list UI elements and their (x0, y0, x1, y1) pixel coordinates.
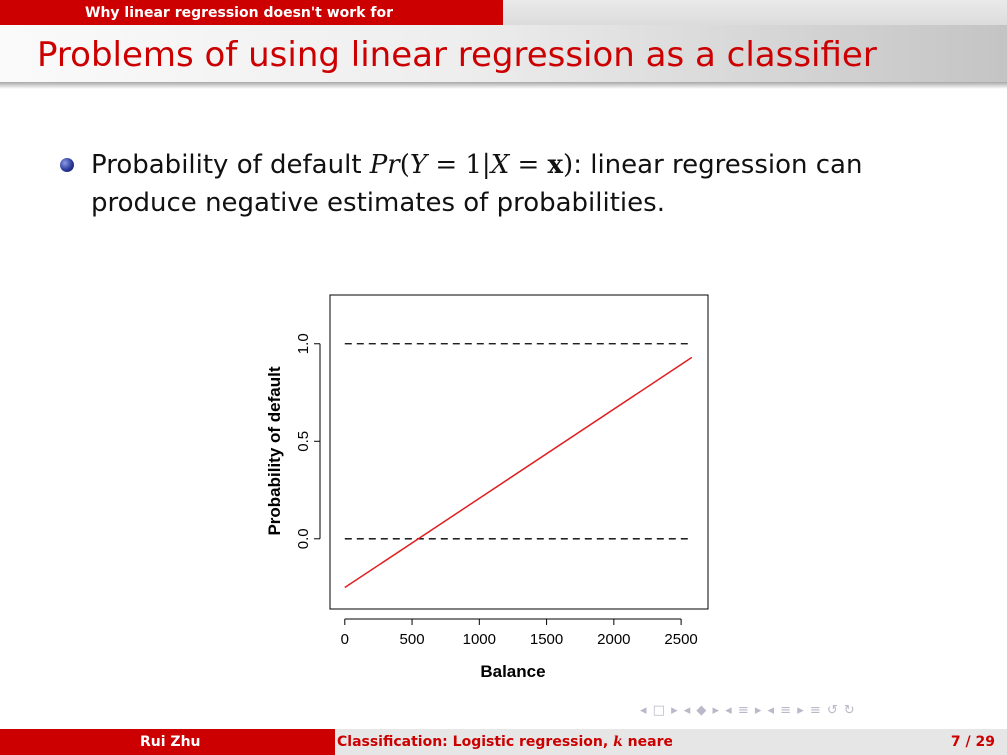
y-tick-label-1: 0.5 (295, 431, 312, 452)
beamer-navigation[interactable]: ◂ □ ▸ ◂ ◆ ▸ ◂ ≡ ▸ ◂ ≡ ▸ ≡ ↺ ↻ (640, 703, 1000, 718)
footer-author: Rui Zhu (0, 729, 335, 755)
frame-title: Problems of using linear regression as a… (37, 35, 877, 75)
navigation-symbols[interactable]: ◂ □ ▸ ◂ ◆ ▸ ◂ ≡ ▸ ◂ ≡ ▸ ≡ ↺ ↻ (640, 703, 856, 718)
bullet-text-after: : linear regression can produce negative… (91, 150, 863, 218)
x-tick-label-2: 1000 (463, 631, 496, 648)
y-axis-label: Probability of default (265, 366, 284, 535)
section-title: Why linear regression doesn't work for c… (0, 0, 503, 48)
y-tick-label-2: 1.0 (295, 333, 312, 354)
y-tick-label-0: 0.0 (295, 528, 312, 549)
bullet-text-before: Probability of default (91, 150, 370, 180)
footer-page-text: 7 / 29 (950, 734, 995, 750)
footer-title-k: k (613, 734, 623, 750)
x-tick-label-5: 2500 (664, 631, 697, 648)
bullet-text: Probability of default Pr(Y = 1|X = x): … (91, 146, 971, 222)
plot-frame (329, 294, 709, 610)
x-tick-label-0: 0 (341, 631, 349, 648)
frame-title-bar (0, 25, 1007, 82)
bullet-icon (60, 158, 74, 172)
x-tick-label-1: 500 (400, 631, 425, 648)
title-bar-shadow (0, 82, 1007, 89)
x-tick-label-3: 1500 (530, 631, 563, 648)
x-axis-label: Balance (480, 662, 545, 680)
x-tick-label-4: 2000 (597, 631, 630, 648)
footer-page-number: 7 / 29 (672, 729, 1007, 755)
probability-chart: 0 500 1000 1500 2000 2500 0.0 0.5 1.0 Balance Prob… (265, 294, 709, 680)
footer-title: Classification: Logistic regression, k n… (335, 729, 688, 755)
probability-formula: Pr(Y = 1|X = x) (369, 150, 574, 180)
header-bar (503, 0, 1007, 25)
footer-title-before: Classification: Logistic regression, (337, 734, 614, 750)
regression-line-0 (344, 356, 693, 589)
footer-author-text: Rui Zhu (140, 734, 201, 750)
